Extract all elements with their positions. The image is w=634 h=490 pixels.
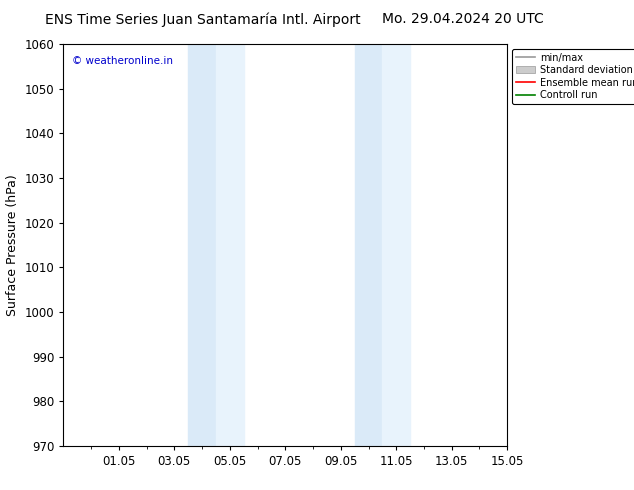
Bar: [354, 44, 382, 446]
Text: Mo. 29.04.2024 20 UTC: Mo. 29.04.2024 20 UTC: [382, 12, 544, 26]
Text: © weatheronline.in: © weatheronline.in: [72, 56, 173, 66]
Bar: [188, 44, 216, 446]
Bar: [216, 44, 243, 446]
Legend: min/max, Standard deviation, Ensemble mean run, Controll run: min/max, Standard deviation, Ensemble me…: [512, 49, 634, 104]
Bar: [382, 44, 410, 446]
Text: ENS Time Series Juan Santamaría Intl. Airport: ENS Time Series Juan Santamaría Intl. Ai…: [45, 12, 361, 27]
Y-axis label: Surface Pressure (hPa): Surface Pressure (hPa): [6, 174, 19, 316]
